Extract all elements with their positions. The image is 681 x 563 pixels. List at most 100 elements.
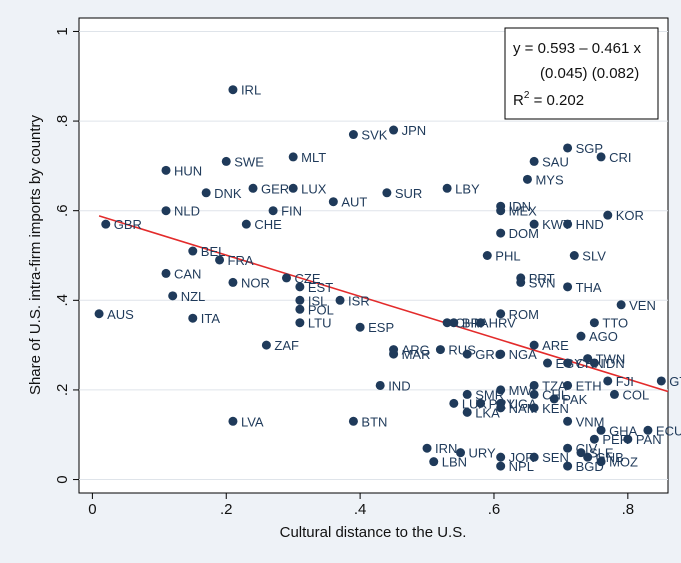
point-label: GBR — [114, 217, 142, 232]
point-label: ISR — [348, 293, 370, 308]
data-point — [563, 282, 573, 292]
point-label: HND — [576, 217, 604, 232]
data-point — [355, 322, 365, 332]
data-point — [449, 398, 459, 408]
y-tick-label: .2 — [54, 384, 71, 397]
point-label: IDN — [509, 199, 531, 214]
data-point — [529, 389, 539, 399]
point-label: PRT — [529, 271, 555, 286]
data-point — [228, 85, 238, 95]
fit-line-layer — [98, 215, 669, 393]
data-point — [529, 156, 539, 166]
point-label: HUN — [174, 163, 202, 178]
x-axis-title: Cultural distance to the U.S. — [280, 524, 467, 541]
data-point — [442, 183, 452, 193]
point-label: ZAF — [274, 338, 299, 353]
point-label: SGP — [576, 141, 603, 156]
point-label: TWN — [596, 352, 626, 367]
data-point — [288, 183, 298, 193]
data-point — [295, 282, 305, 292]
point-label: MWI — [509, 383, 536, 398]
point-label: BTN — [361, 414, 387, 429]
point-label: JOR — [509, 450, 535, 465]
data-point — [596, 152, 606, 162]
data-point — [529, 380, 539, 390]
data-point — [241, 219, 251, 229]
point-label: GRC — [475, 347, 504, 362]
point-label: HRV — [489, 316, 517, 331]
point-label: AUT — [341, 195, 367, 210]
point-label: IND — [388, 378, 410, 393]
data-point — [496, 385, 506, 395]
data-point — [529, 219, 539, 229]
data-point — [228, 277, 238, 287]
r-squared-superscript: 2 — [524, 90, 530, 101]
point-label: KEN — [542, 401, 569, 416]
point-label: MYS — [535, 172, 564, 187]
point-label: PER — [602, 432, 629, 447]
data-point — [563, 443, 573, 453]
data-point — [288, 152, 298, 162]
data-point — [462, 407, 472, 417]
data-point — [221, 156, 231, 166]
point-label: CHN — [455, 316, 483, 331]
data-point — [563, 219, 573, 229]
data-point — [188, 313, 198, 323]
point-label: NZL — [181, 289, 206, 304]
point-label: LBY — [455, 181, 480, 196]
data-point — [496, 461, 506, 471]
data-point — [596, 457, 606, 467]
point-label: NOR — [241, 275, 270, 290]
point-label: SVK — [361, 128, 387, 143]
data-point — [295, 295, 305, 305]
y-tick-label: .6 — [54, 204, 71, 217]
point-label: MEX — [509, 204, 537, 219]
point-label: BRA — [462, 316, 489, 331]
point-label: SUR — [395, 186, 422, 201]
data-point — [429, 457, 439, 467]
point-label: ROM — [509, 307, 539, 322]
data-point — [576, 331, 586, 341]
data-point — [348, 130, 358, 140]
point-label: LBN — [442, 455, 467, 470]
data-point — [563, 358, 573, 368]
x-tick-label: .6 — [488, 501, 501, 518]
data-point — [616, 300, 626, 310]
r-squared-value: = 0.202 — [529, 92, 584, 109]
point-label: AGO — [589, 329, 618, 344]
data-point — [94, 309, 104, 319]
data-point — [375, 380, 385, 390]
point-label: FIN — [281, 204, 302, 219]
data-point — [522, 174, 532, 184]
data-point — [589, 434, 599, 444]
point-label: ETH — [576, 378, 602, 393]
point-label: LTU — [308, 316, 332, 331]
data-point — [295, 304, 305, 314]
data-point — [656, 376, 666, 386]
point-label: ESP — [368, 320, 394, 335]
axes: 0 .2 .4 .6 .8 1 0 .2 .4 .6 .8 — [54, 27, 634, 518]
data-point — [248, 183, 258, 193]
data-point — [476, 398, 486, 408]
data-point — [496, 403, 506, 413]
point-label: NLD — [174, 204, 200, 219]
point-label: PAN — [636, 432, 662, 447]
data-point — [101, 219, 111, 229]
point-label: DOM — [509, 226, 539, 241]
data-point — [563, 461, 573, 471]
point-label: EST — [308, 280, 333, 295]
data-point — [609, 389, 619, 399]
data-point — [576, 448, 586, 458]
point-label: URY — [469, 446, 497, 461]
data-point — [482, 251, 492, 260]
equation-box: y = 0.593 – 0.461 x (0.045) (0.082) R2 =… — [504, 27, 659, 120]
point-label: TZA — [542, 378, 567, 393]
point-label: SEN — [542, 450, 569, 465]
data-point — [496, 309, 506, 319]
point-label: SLV — [582, 249, 606, 264]
point-label: POL — [308, 302, 334, 317]
data-point — [516, 277, 526, 287]
data-point — [295, 318, 305, 328]
point-label: JPN — [402, 123, 427, 138]
point-label: ARE — [542, 338, 569, 353]
